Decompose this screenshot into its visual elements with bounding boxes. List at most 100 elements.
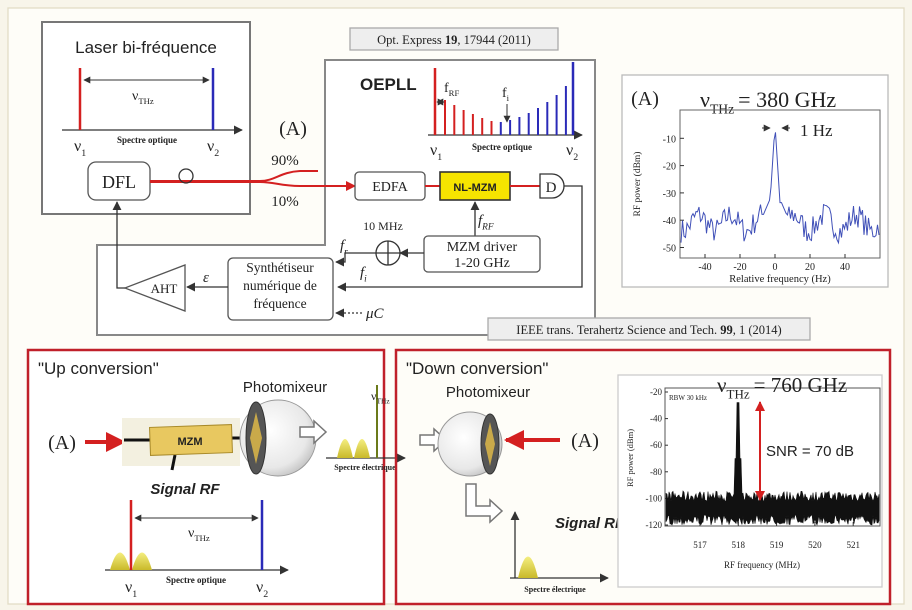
dfl-label: DFL [102, 172, 136, 192]
y-axis-label: RF power (dBm) [632, 152, 643, 217]
down-nu-thz-sub: THz [727, 386, 750, 401]
mzm-lead [170, 454, 177, 471]
rf-plot-label: (A) [631, 88, 659, 110]
comb-nu1-label-symbol: ν [430, 142, 437, 159]
down-nu-thz-symbol: ν [717, 373, 727, 397]
snr-plot-panel [617, 374, 883, 588]
photomixer-label: Photomixeur [446, 384, 530, 401]
detector-label: D [546, 180, 557, 196]
synth-block [227, 257, 334, 321]
citation-rest: , 1 (2014) [733, 323, 782, 337]
up-nu1-label-sub: 1 [132, 589, 137, 600]
detector [539, 173, 565, 199]
edfa-label: EDFA [372, 180, 408, 195]
f-r-label-symbol: f [340, 238, 346, 254]
nl-mzm-label: NL-MZM [453, 182, 496, 194]
y-axis-label: RF power (dBm) [625, 429, 635, 487]
photomixer-antenna [485, 422, 495, 466]
nu2-symbol: ν [207, 138, 214, 155]
split-low: 10% [271, 194, 299, 210]
oepll-title: OEPLL [360, 75, 417, 94]
y-tick-label: -80 [650, 467, 662, 477]
axis-label: Spectre optique [117, 135, 177, 145]
y-tick-label: -50 [663, 244, 676, 255]
ref-label: 10 MHz [363, 219, 403, 233]
rf-nu-thz-sub: THz [710, 102, 734, 117]
elec-hump [337, 439, 353, 458]
citation-top: Opt. Express 19, 17944 (2011) [377, 33, 531, 47]
snr-spectrum-trace [665, 402, 880, 526]
epsilon-label: ε [203, 270, 209, 286]
x-tick-label: 20 [805, 262, 815, 273]
mzm-driver-label: MZM driver [447, 240, 518, 255]
x-axis-label: Relative frequency (Hz) [729, 274, 831, 285]
input-label: (A) [48, 432, 76, 454]
laser-title: Laser bi-fréquence [75, 38, 217, 57]
mixer-to-synth [335, 252, 376, 267]
y-tick-label: -40 [663, 216, 676, 227]
detector-output [337, 185, 583, 292]
rf-spectrum-trace [680, 132, 880, 245]
x-tick-label: 40 [840, 262, 850, 273]
citation-box [349, 27, 559, 51]
y-tick-label: -100 [646, 493, 663, 503]
f-i-label-symbol: f [360, 265, 366, 281]
nu-thz: νTHz [132, 89, 154, 106]
sideband [132, 552, 152, 570]
photomixer-antenna [250, 412, 262, 464]
nu2-sub: 2 [214, 148, 219, 159]
citation-bottom: IEEE trans. Terahertz Science and Tech. … [516, 323, 781, 337]
citation-journal: Opt. Express [377, 33, 445, 47]
nu1-sub: 1 [81, 148, 86, 159]
elec-hump [518, 556, 538, 578]
fiber-10 [150, 181, 356, 191]
comb-nu1-label-sub: 1 [437, 152, 442, 163]
x-tick-label: -40 [698, 262, 711, 273]
elec-hump [354, 439, 370, 458]
elec-nu-thz-symbol: ν [371, 389, 377, 403]
linewidth-label: 1 Hz [800, 121, 833, 140]
citation-volume: 19 [445, 33, 458, 47]
f-i-label: fi [360, 265, 367, 285]
down-nu-thz-value: = 760 GHz [754, 373, 848, 397]
up-title: "Up conversion" [38, 359, 159, 378]
down-title: "Down conversion" [406, 359, 548, 378]
photomixer-label: Photomixeur [243, 379, 327, 396]
f-rf-label-sub: RF [481, 223, 494, 233]
comb-f-i-sub: i [507, 93, 510, 103]
f-r-label: fr [340, 238, 348, 258]
snr-plot-frame [664, 387, 881, 527]
up-conversion-panel [26, 348, 386, 606]
nu-thz-sub: THz [138, 96, 154, 106]
y-tick-label: -20 [663, 162, 676, 173]
up-nu-thz-symbol: ν [188, 526, 194, 541]
up-nu-thz: νTHz [188, 526, 210, 543]
y-tick-label: -120 [646, 520, 663, 530]
f-i-label-sub: i [364, 275, 367, 285]
rf-nu-thz-symbol: ν [700, 87, 710, 112]
axis-label: Spectre optique [166, 575, 226, 585]
comb-nu2-label: ν2 [566, 142, 578, 163]
comb-nu2-label-symbol: ν [566, 142, 573, 159]
f-rf-label: fRF [478, 213, 494, 233]
rf-nu-thz: νTHz = 380 GHz [700, 87, 836, 117]
y-tick-label: -10 [663, 134, 676, 145]
comb-f-rf: fRF [444, 81, 459, 98]
up-nu-thz-sub: THz [194, 533, 210, 543]
input-label: (A) [571, 430, 599, 452]
comb-nu2-label-sub: 2 [573, 152, 578, 163]
signal-rf-label: Signal RF [555, 515, 625, 532]
fiber-loop [178, 168, 194, 184]
axis-label: Spectre électrique [334, 463, 396, 472]
snr-label: SNR = 70 dB [766, 443, 854, 460]
y-tick-label: -30 [663, 189, 676, 200]
y-tick-label: -20 [650, 387, 662, 397]
nu-thz-symbol: ν [132, 89, 138, 104]
up-nu2-label: ν2 [256, 579, 268, 600]
comb-nu1-label: ν1 [430, 142, 442, 163]
comb-f-rf-symbol: f [444, 81, 449, 96]
up-nu1-label-symbol: ν [125, 579, 132, 596]
mzm-driver-block [423, 235, 541, 273]
rbw-label: RBW 30 kHz [669, 394, 707, 402]
x-tick-label: 519 [770, 540, 784, 550]
